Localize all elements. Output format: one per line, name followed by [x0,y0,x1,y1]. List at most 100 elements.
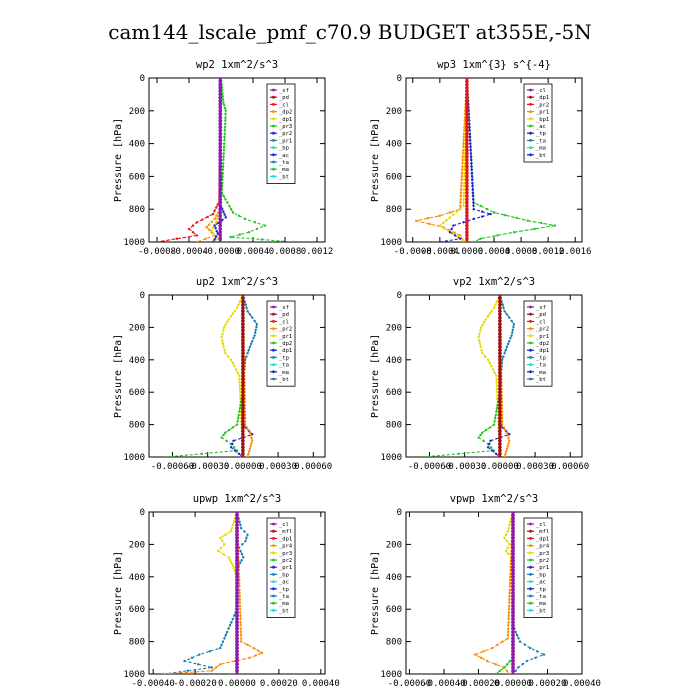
series-marker [468,132,471,135]
series-marker [235,662,239,667]
plot-frame [148,294,326,458]
legend-label: _bp [279,146,289,152]
legend-marker [529,594,532,598]
y-tick-label: 800 [386,638,402,648]
series-marker [461,158,464,162]
series-marker [241,406,245,411]
panel-title: vpwp 1xm^2/s^3 [450,493,539,505]
series-marker [478,332,481,336]
legend-label: _dp1 [536,536,549,542]
series-marker [483,320,486,324]
series-marker [238,387,242,391]
series-marker [498,409,502,414]
series-marker [415,219,418,222]
series-marker [448,231,452,234]
x-tick-label: -0.00020 [173,679,216,689]
series-marker [468,122,471,126]
series-marker [498,358,502,362]
series-marker [222,149,226,152]
series-marker [498,361,502,365]
series-marker [248,447,252,451]
series-marker [235,542,239,547]
series-marker [459,234,462,237]
series-marker [245,306,248,310]
series-marker [224,109,227,113]
series-marker [511,523,515,527]
series-marker [218,191,222,195]
series-marker [245,426,248,429]
series-marker [237,413,240,417]
series-marker [511,331,514,334]
series-marker [511,591,515,595]
series-marker [222,326,226,329]
series-marker [235,620,239,624]
series-marker [489,446,493,449]
series-marker [468,135,472,139]
series-marker [505,669,509,672]
series-marker [248,345,252,348]
series-marker [494,452,498,455]
series-marker [200,452,203,455]
series-marker [521,663,524,666]
series-marker [472,208,475,211]
series-marker [241,361,245,365]
series-marker [492,423,496,426]
series-marker [460,188,463,191]
series-marker [460,181,463,185]
series-marker [241,432,245,437]
series-marker [498,295,502,297]
series-marker [465,210,469,215]
series-marker [462,142,465,145]
series-marker [241,332,245,336]
series-line-dp1 [156,78,222,242]
series-marker [509,565,512,569]
series-marker [241,325,245,330]
series-marker [241,345,245,349]
series-marker [231,564,234,567]
series-marker [468,139,472,142]
series-marker [498,393,502,398]
series-marker [465,89,469,93]
x-tick-label: 0.00060 [294,462,332,472]
legend-marker [529,356,532,359]
series-marker [498,351,502,356]
series-marker [511,649,515,654]
series-marker [224,116,227,119]
series-marker [211,240,215,242]
series-marker [465,217,469,221]
series-marker [263,224,267,227]
legend-marker [272,558,275,562]
series-marker [511,588,515,592]
series-marker [220,546,223,549]
x-tick-label: 0.00000 [481,462,519,472]
series-marker [215,229,218,233]
series-marker [236,420,239,423]
series-marker [252,646,255,650]
series-marker [215,221,218,224]
series-marker [224,216,227,219]
y-tick-label: 200 [129,540,145,550]
series-marker [506,546,509,549]
series-marker [501,423,504,426]
series-marker [241,315,245,320]
series-marker [511,558,515,563]
series-marker [224,119,227,122]
series-marker [239,633,243,637]
series-marker [235,552,239,556]
series-marker [237,214,241,217]
series-marker [470,158,473,162]
panel-title: vp2 1xm^2/s^3 [453,276,535,288]
legend-label: _cl [279,102,289,108]
y-tick-label: 1000 [380,238,402,248]
series-marker [506,633,510,637]
series-marker [507,436,510,440]
series-marker [241,306,245,310]
series-marker [498,406,502,411]
series-marker [465,223,469,228]
series-marker [465,154,469,159]
series-marker [498,400,502,404]
series-marker [463,168,466,171]
series-marker [224,533,227,536]
series-marker [212,232,215,235]
series-marker [223,135,226,139]
